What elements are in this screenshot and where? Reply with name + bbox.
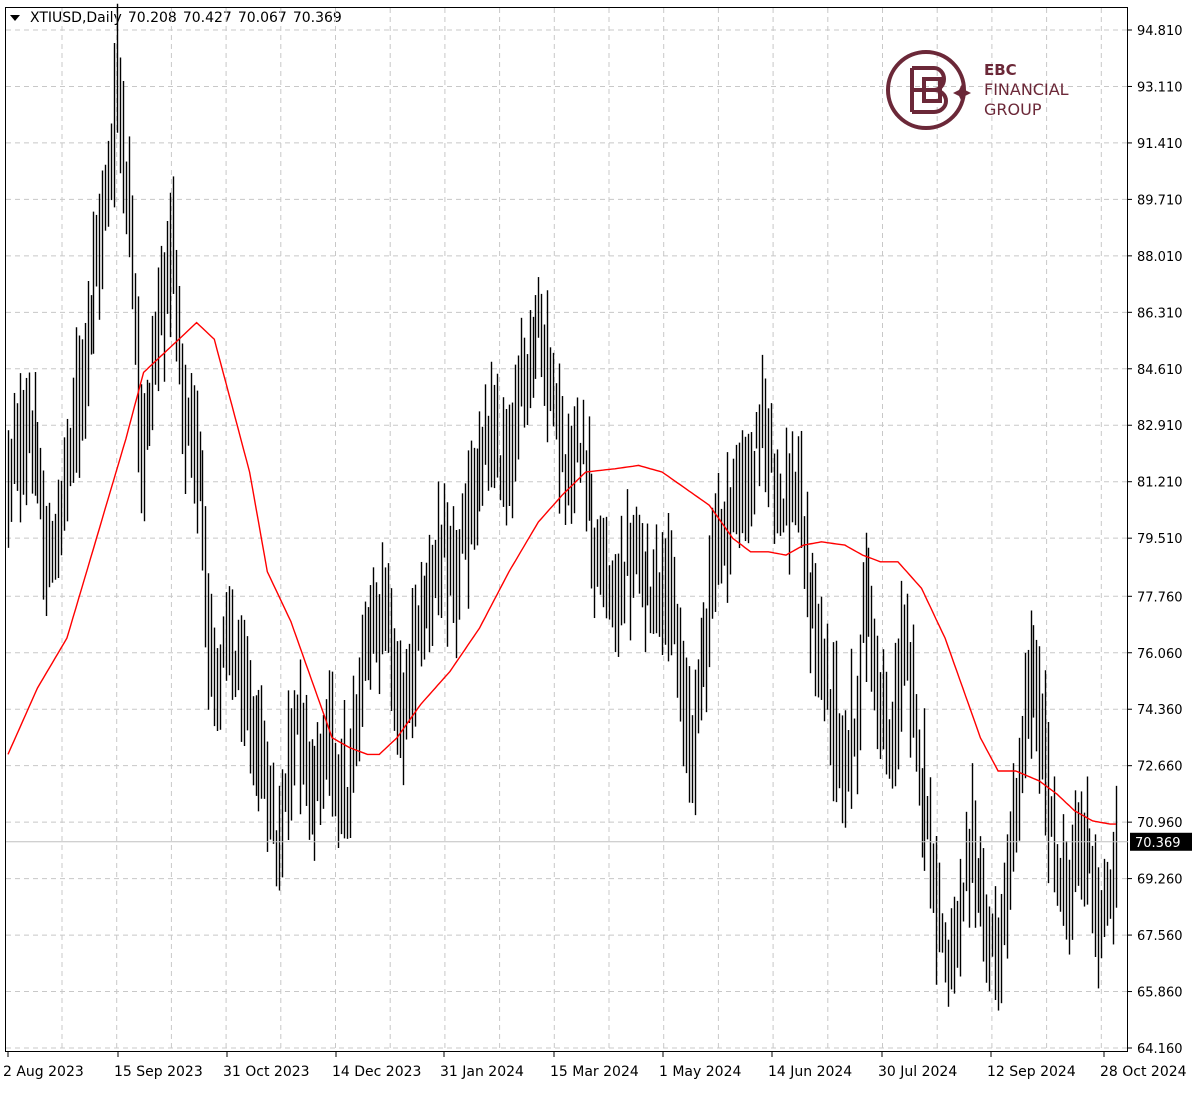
low-value: 70.067 (237, 10, 287, 26)
y-tick-label: 77.760 (1137, 590, 1183, 605)
y-tick-label: 64.160 (1137, 1042, 1183, 1057)
y-tick-label: 89.710 (1137, 193, 1183, 208)
brand-line-1: EBC (984, 61, 1017, 79)
high-value: 70.427 (182, 10, 232, 26)
grid (6, 8, 1128, 1052)
y-tick-label: 93.110 (1137, 80, 1183, 95)
x-tick-label: 31 Oct 2023 (223, 1064, 310, 1080)
ohlc-bars (7, 3, 1118, 1011)
y-tick-label: 72.660 (1137, 760, 1183, 775)
brand-line-3: GROUP (984, 100, 1042, 119)
y-tick-label: 76.060 (1137, 647, 1183, 662)
x-tick-label: 14 Jun 2024 (768, 1064, 852, 1080)
y-tick-label: 69.260 (1137, 873, 1183, 888)
y-tick-label: 91.410 (1137, 137, 1183, 152)
current-price-label: 70.369 (1135, 836, 1181, 851)
moving-average (7, 321, 1116, 825)
current-price-tag: 70.369 (6, 832, 1192, 851)
y-tick-label: 67.560 (1137, 929, 1183, 944)
y-tick-label: 84.610 (1137, 363, 1183, 378)
axes: 94.810 93.110 91.410 89.710 88.010 86.310 84.6… (3, 7, 1187, 1080)
y-tick-label: 94.810 (1137, 24, 1183, 39)
y-tick-label: 70.960 (1137, 816, 1183, 831)
y-tick-label: 79.510 (1137, 532, 1183, 547)
x-tick-label: 15 Mar 2024 (550, 1064, 639, 1080)
open-value: 70.208 (127, 10, 177, 26)
y-tick-label: 88.010 (1137, 250, 1183, 265)
x-tick-label: 14 Dec 2023 (332, 1064, 421, 1080)
y-tick-label: 86.310 (1137, 306, 1183, 321)
y-tick-label: 65.860 (1137, 986, 1183, 1001)
y-tick-label: 81.210 (1137, 476, 1183, 491)
x-tick-label: 2 Aug 2023 (3, 1064, 84, 1080)
symbol-label: XTIUSD,Daily (30, 10, 122, 26)
y-tick-label: 82.910 (1137, 419, 1183, 434)
brand-text: EBC FINANCIAL GROUP (984, 60, 1069, 120)
x-tick-label: 30 Jul 2024 (878, 1064, 957, 1080)
x-tick-label: 12 Sep 2024 (987, 1064, 1076, 1080)
close-value: 70.369 (292, 10, 342, 26)
x-tick-label: 31 Jan 2024 (440, 1064, 524, 1080)
chart-header: XTIUSD,Daily 70.208 70.427 70.067 70.369 (10, 10, 342, 26)
ma-line (7, 321, 1116, 825)
x-tick-label: 28 Oct 2024 (1100, 1064, 1187, 1080)
ebc-logo-icon (886, 50, 971, 130)
brand-line-2: FINANCIAL (984, 80, 1069, 99)
plot-border (5, 7, 1128, 1052)
collapse-triangle-icon[interactable] (10, 15, 20, 21)
x-tick-label: 1 May 2024 (659, 1064, 741, 1080)
y-tick-label: 74.360 (1137, 703, 1183, 718)
x-tick-label: 15 Sep 2023 (114, 1064, 203, 1080)
